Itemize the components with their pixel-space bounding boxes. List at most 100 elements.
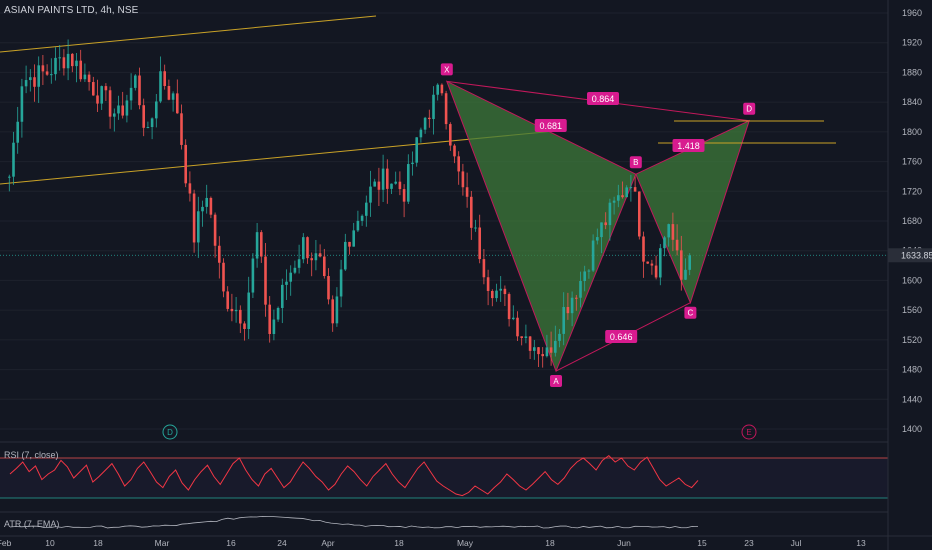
candle-body [478,228,481,260]
atr-line [10,516,698,528]
candle-body [352,230,355,246]
candle-body [340,269,343,296]
candle-body [390,184,393,189]
event-marker-label: D [167,428,173,437]
time-tick-label: 15 [697,538,707,548]
candle-body [386,169,389,189]
candle-body [420,130,423,138]
candle-body [411,163,414,164]
candle-body [247,293,250,329]
candle-body [117,105,120,113]
candle-body [382,169,385,190]
candle-body [289,273,292,282]
candle-body [33,77,36,87]
price-tick-label: 1440 [902,394,922,404]
candle-body [651,264,654,266]
candle-body [688,255,691,270]
event-marker-label: E [746,428,751,437]
candle-body [281,285,284,308]
candle-body [449,124,452,145]
candle-body [222,263,225,292]
atr-label: ATR (7, EMA) [4,519,59,529]
candle-body [243,323,246,329]
candle-body [457,156,460,171]
time-tick-label: Mar [155,538,170,548]
candle-body [453,146,456,157]
candle-body [399,182,402,189]
candle-body [487,277,490,291]
price-tick-label: 1960 [902,8,922,18]
candle-body [126,100,129,115]
candle-body [151,118,154,127]
candle-body [369,187,372,203]
candle-body [361,216,364,221]
candle-body [71,54,74,66]
candle-body [663,237,666,248]
candle-body [260,232,263,256]
candle-body [407,164,410,202]
time-tick-label: May [457,538,474,548]
atr-pane: 30.79 [0,512,932,532]
candle-body [147,127,150,128]
time-tick-label: Feb [0,538,12,548]
candle-body [575,298,578,299]
ratio-label: 0.681 [539,121,562,131]
candle-body [499,289,502,291]
candle-body [638,192,641,237]
candle-body [298,259,301,268]
candle-body [512,318,515,319]
candle-body [315,253,318,260]
rsi-pane: 75.0025.0047.01 [0,442,932,503]
last-price-label: 1633.85 [901,250,932,260]
candle-body [50,74,53,75]
candle-body [302,237,305,259]
price-tick-label: 1480 [902,365,922,375]
candle-body [277,308,280,320]
candle-body [403,189,406,202]
candle-body [567,307,570,313]
price-tick-label: 1520 [902,335,922,345]
candle-body [25,80,28,86]
pattern-point-label: B [633,158,638,167]
candle-body [546,347,549,356]
candle-body [239,310,242,324]
candle-body [441,85,444,94]
candle-body [613,201,616,203]
candle-body [336,296,339,323]
candle-body [16,122,19,143]
time-axis: Feb 10 18 Mar 16 24 Apr 18 May 18 Jun 15 23 Jul 13 [0,536,932,548]
candle-body [327,276,330,299]
ratio-label: 0.864 [592,94,615,104]
candle-body [357,221,360,231]
ratio-label: 1.418 [677,141,700,151]
candle-body [680,250,683,279]
candle-body [109,90,112,116]
time-tick-label: 13 [856,538,866,548]
candle-body [226,291,229,309]
candle-body [462,171,465,187]
rsi-label: RSI (7, close) [4,450,59,460]
upper-trend-line [0,16,376,52]
candle-body [46,71,49,74]
candle-body [134,76,137,88]
candle-body [84,75,87,80]
time-tick-label: 24 [277,538,287,548]
time-tick-label: Jul [791,538,802,548]
pattern-point-label: A [553,377,559,386]
price-tick-label: 1760 [902,157,922,167]
candle-body [37,65,40,86]
candle-body [180,113,183,145]
candle-body [235,310,238,311]
time-tick-label: Apr [321,538,334,548]
candle-body [684,270,687,280]
candle-body [646,262,649,264]
candle-body [138,76,141,106]
candle-body [273,320,276,334]
candle-body [130,88,133,101]
candle-body [491,291,494,298]
candle-body [630,187,633,188]
candle-body [483,259,486,277]
candle-body [42,65,45,71]
candle-body [415,137,418,162]
